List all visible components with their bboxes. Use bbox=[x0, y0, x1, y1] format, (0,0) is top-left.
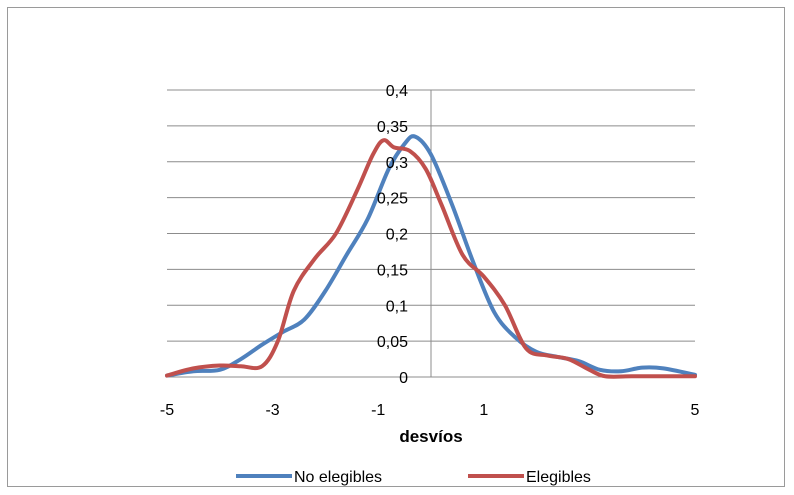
legend: No elegibles Elegibles bbox=[236, 469, 591, 486]
series-line-no-elegibles bbox=[165, 134, 697, 378]
x-tick-label: -5 bbox=[160, 402, 174, 419]
y-tick-labels: 0 0,05 0,1 0,15 0,2 0,25 0,3 0,35 0,4 bbox=[377, 83, 408, 387]
x-tick-label: -3 bbox=[265, 402, 279, 419]
x-tick-label: 3 bbox=[585, 402, 594, 419]
legend-label: No elegibles bbox=[294, 469, 382, 486]
y-tick-label: 0 bbox=[399, 370, 408, 387]
y-tick-label: 0,2 bbox=[386, 227, 408, 244]
x-tick-label: -1 bbox=[371, 402, 385, 419]
y-tick-label: 0,1 bbox=[386, 298, 408, 315]
legend-label: Elegibles bbox=[526, 469, 591, 486]
x-tick-label: 1 bbox=[479, 402, 488, 419]
y-tick-label: 0,25 bbox=[377, 191, 408, 208]
x-tick-labels: -5 -3 -1 1 3 5 bbox=[160, 402, 700, 419]
series-lines bbox=[165, 134, 697, 379]
chart-frame bbox=[7, 7, 785, 487]
series-line-elegibles bbox=[165, 138, 697, 379]
x-tick-label: 5 bbox=[691, 402, 700, 419]
y-tick-label: 0,4 bbox=[386, 83, 408, 100]
y-tick-label: 0,05 bbox=[377, 334, 408, 351]
y-tick-label: 0,15 bbox=[377, 262, 408, 279]
y-tick-label: 0,3 bbox=[386, 155, 408, 172]
y-tick-label: 0,35 bbox=[377, 119, 408, 136]
x-axis-title: desvíos bbox=[399, 427, 462, 446]
